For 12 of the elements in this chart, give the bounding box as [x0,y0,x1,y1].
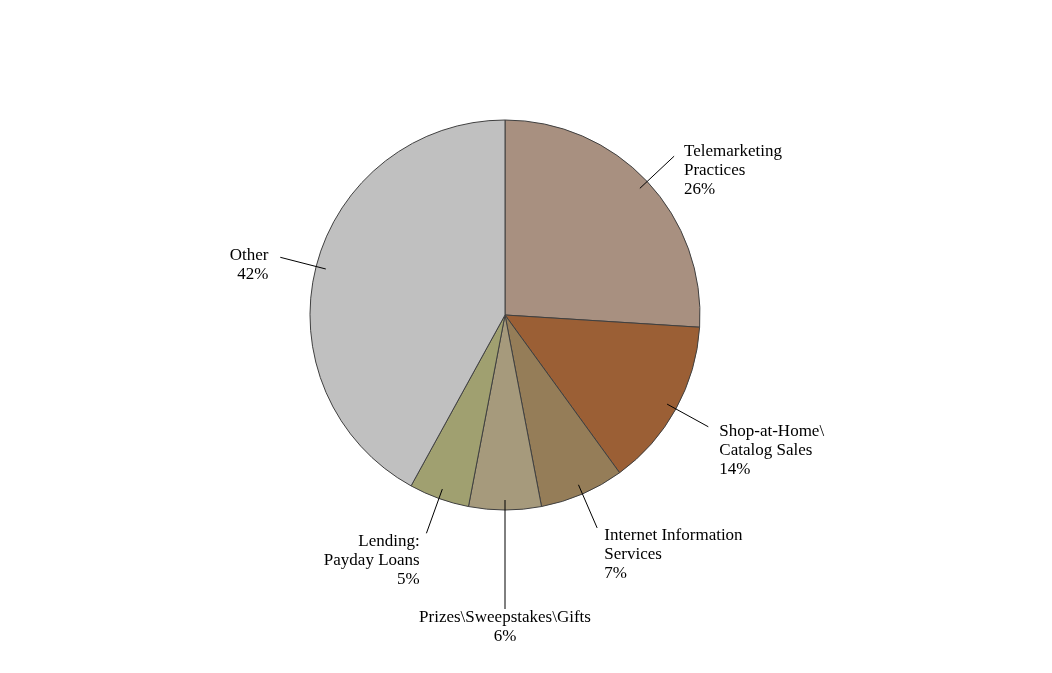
data-label: 5% [397,568,420,588]
slice-label: Lending: Payday Loans [323,530,420,569]
data-label: 6% [493,626,517,645]
data-label: 42% [237,264,269,284]
slice-label: Prizes\Sweepstakes\Gifts [419,607,591,626]
slice-label: Other [229,245,269,265]
data-label: 26% [683,178,716,198]
slice-label: Internet Information Services [604,525,744,564]
data-label: 14% [719,458,751,478]
data-label: 7% [604,563,627,583]
slice-label: Telemarketing Practices [683,140,783,179]
slice-label: Shop-at-Home\ Catalog Sales [719,420,825,459]
